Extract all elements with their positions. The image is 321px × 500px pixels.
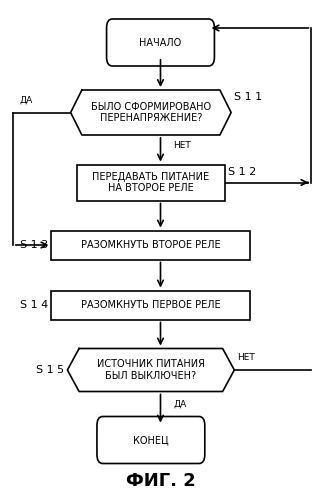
Text: ПЕРЕДАВАТЬ ПИТАНИЕ
НА ВТОРОЕ РЕЛЕ: ПЕРЕДАВАТЬ ПИТАНИЕ НА ВТОРОЕ РЕЛЕ (92, 172, 209, 194)
Text: S 1 3: S 1 3 (20, 240, 48, 250)
Text: S 1 5: S 1 5 (36, 365, 64, 375)
Text: НАЧАЛО: НАЧАЛО (139, 38, 182, 48)
Text: НЕТ: НЕТ (238, 353, 255, 362)
Text: S 1 4: S 1 4 (20, 300, 48, 310)
Polygon shape (71, 90, 231, 135)
Text: S 1 2: S 1 2 (228, 167, 256, 177)
FancyBboxPatch shape (51, 290, 250, 320)
Text: КОНЕЦ: КОНЕЦ (133, 435, 169, 445)
FancyBboxPatch shape (51, 230, 250, 260)
Polygon shape (67, 348, 234, 392)
Text: ФИГ. 2: ФИГ. 2 (126, 472, 195, 490)
Text: БЫЛО СФОРМИРОВАНО
ПЕРЕНАПРЯЖЕНИЕ?: БЫЛО СФОРМИРОВАНО ПЕРЕНАПРЯЖЕНИЕ? (91, 102, 211, 124)
FancyBboxPatch shape (107, 19, 214, 66)
Text: S 1 1: S 1 1 (234, 92, 263, 102)
FancyBboxPatch shape (77, 164, 225, 200)
Text: ИСТОЧНИК ПИТАНИЯ
БЫЛ ВЫКЛЮЧЕН?: ИСТОЧНИК ПИТАНИЯ БЫЛ ВЫКЛЮЧЕН? (97, 359, 205, 381)
Text: ДА: ДА (173, 400, 187, 409)
Text: НЕТ: НЕТ (173, 141, 191, 150)
FancyBboxPatch shape (97, 416, 205, 464)
Text: ДА: ДА (19, 96, 32, 104)
Text: РАЗОМКНУТЬ ПЕРВОЕ РЕЛЕ: РАЗОМКНУТЬ ПЕРВОЕ РЕЛЕ (81, 300, 221, 310)
Text: РАЗОМКНУТЬ ВТОРОЕ РЕЛЕ: РАЗОМКНУТЬ ВТОРОЕ РЕЛЕ (81, 240, 221, 250)
